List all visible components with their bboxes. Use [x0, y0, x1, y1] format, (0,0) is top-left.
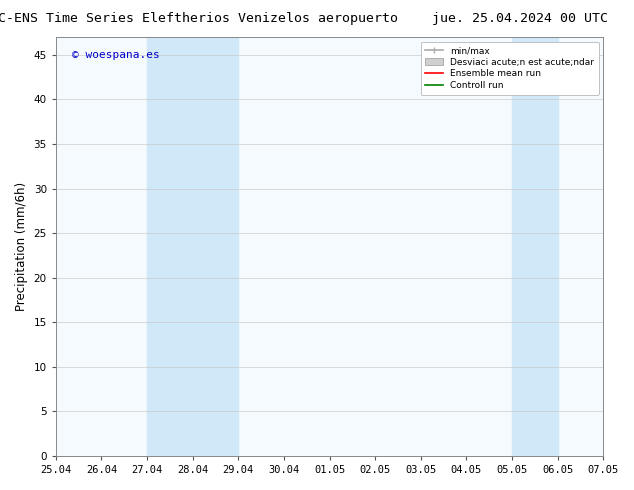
Bar — [512, 37, 558, 456]
Y-axis label: Precipitation (mm/6h): Precipitation (mm/6h) — [15, 182, 28, 311]
Text: CMC-ENS Time Series Eleftherios Venizelos aeropuerto: CMC-ENS Time Series Eleftherios Venizelo… — [0, 12, 398, 25]
Text: jue. 25.04.2024 00 UTC: jue. 25.04.2024 00 UTC — [432, 12, 608, 25]
Legend: min/max, Desviaci acute;n est acute;ndar, Ensemble mean run, Controll run: min/max, Desviaci acute;n est acute;ndar… — [420, 42, 599, 95]
Bar — [147, 37, 238, 456]
Text: © woespana.es: © woespana.es — [72, 49, 160, 60]
